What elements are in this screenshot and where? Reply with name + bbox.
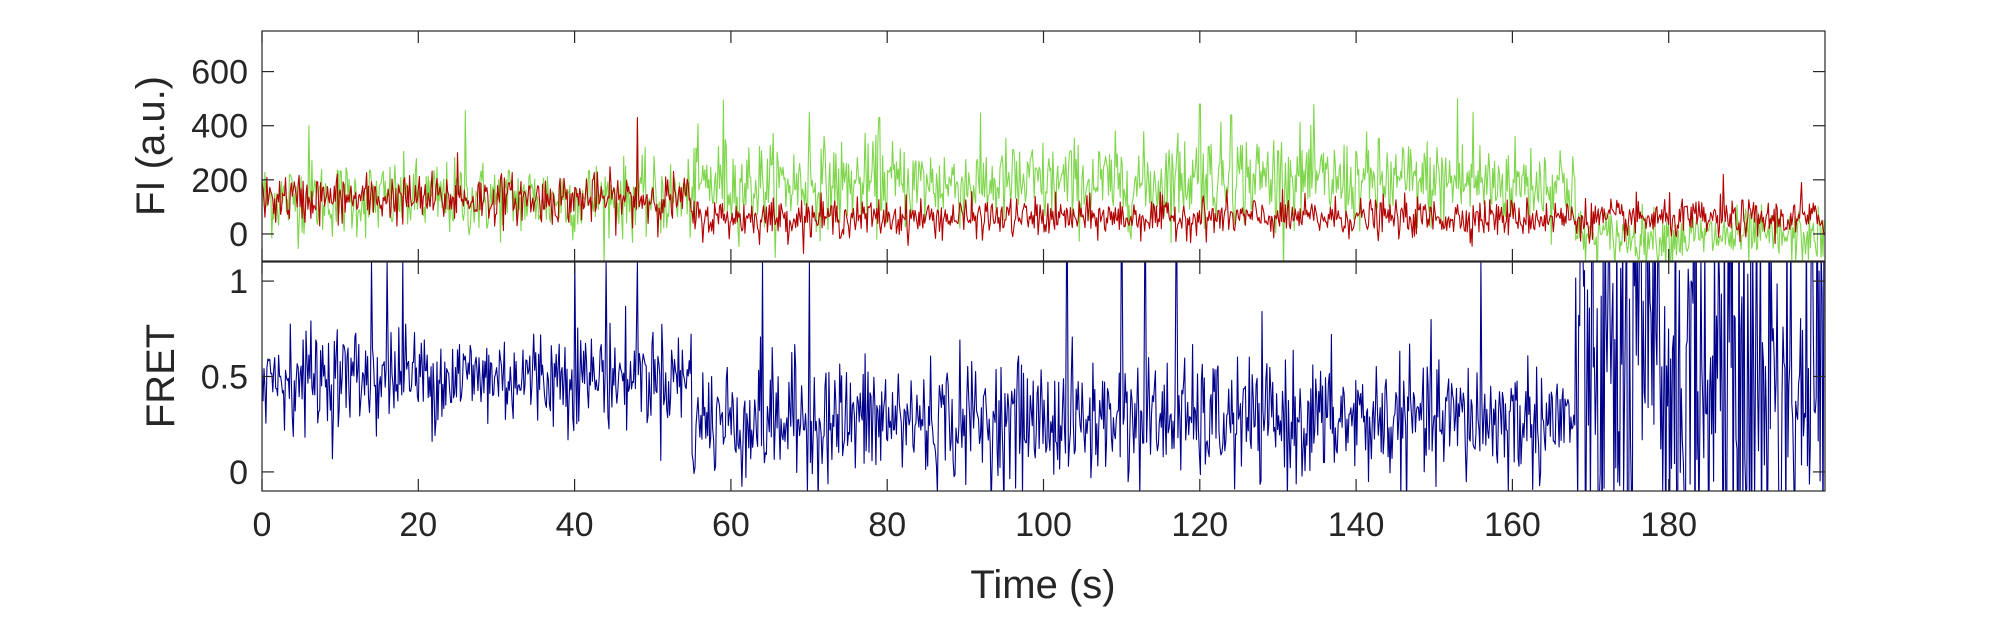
intensity-panel: 0 200 400 600 FI (a.u.) bbox=[129, 30, 1826, 262]
fret-ticks: 0 20 40 60 80 100 120 140 160 180 0 0.5 1 bbox=[201, 262, 1825, 544]
x-tick-label: 60 bbox=[712, 506, 750, 544]
x-axis-label: Time (s) bbox=[970, 563, 1115, 607]
x-tick-label: 20 bbox=[399, 506, 437, 544]
x-tick-label: 140 bbox=[1328, 506, 1385, 544]
intensity-y-tick-label: 600 bbox=[191, 54, 248, 92]
x-tick-label: 80 bbox=[868, 506, 906, 544]
intensity-series-0-line bbox=[262, 98, 1825, 261]
fret-y-tick-label: 0 bbox=[229, 454, 248, 492]
intensity-axes-frame bbox=[261, 30, 1826, 262]
intensity-y-tick-label: 400 bbox=[191, 108, 248, 146]
fret-series-0-line bbox=[262, 262, 1825, 491]
x-tick-label: 100 bbox=[1015, 506, 1072, 544]
fret-y-tick-label: 0.5 bbox=[201, 359, 248, 397]
fret-traces bbox=[262, 262, 1825, 491]
x-tick-label: 40 bbox=[556, 506, 594, 544]
fret-panel: 0 20 40 60 80 100 120 140 160 180 0 0.5 1 FRET Time … bbox=[139, 261, 1826, 607]
x-tick-label: 0 bbox=[253, 506, 272, 544]
fret-axes-frame bbox=[261, 261, 1826, 492]
intensity-series-1-line bbox=[262, 117, 1825, 254]
fret-y-tick-label: 1 bbox=[229, 263, 248, 301]
x-tick-label: 120 bbox=[1171, 506, 1228, 544]
intensity-y-tick-label: 200 bbox=[191, 162, 248, 200]
intensity-y-tick-label: 0 bbox=[229, 216, 248, 254]
fret-y-axis-label: FRET bbox=[139, 324, 183, 428]
x-tick-label: 180 bbox=[1640, 506, 1697, 544]
x-tick-label: 160 bbox=[1484, 506, 1541, 544]
intensity-y-axis-label: FI (a.u.) bbox=[129, 76, 173, 216]
intensity-traces bbox=[262, 98, 1825, 261]
intensity-ticks: 0 200 400 600 bbox=[191, 31, 1825, 261]
